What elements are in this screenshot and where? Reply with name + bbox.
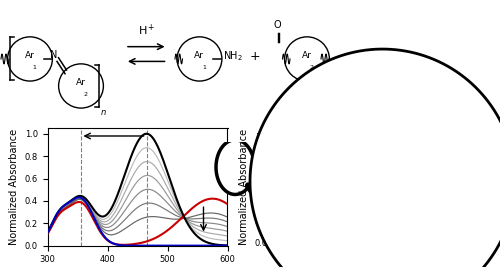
Text: Ar: Ar	[76, 78, 86, 87]
Text: Ar: Ar	[194, 51, 204, 60]
Text: n: n	[101, 108, 106, 117]
Text: 1: 1	[202, 65, 206, 70]
Polygon shape	[216, 140, 254, 194]
Text: 2: 2	[310, 65, 314, 70]
Text: Ar: Ar	[302, 51, 312, 60]
Polygon shape	[250, 49, 500, 267]
Text: NH$_2$: NH$_2$	[222, 50, 242, 63]
Text: N: N	[50, 50, 57, 60]
Text: 1: 1	[32, 65, 36, 70]
Y-axis label: Normalized Absorbance: Normalized Absorbance	[9, 129, 19, 245]
Y-axis label: Normalized Absorbance: Normalized Absorbance	[239, 129, 249, 245]
Text: Ar: Ar	[24, 51, 34, 60]
Text: +: +	[250, 50, 260, 63]
Text: 2: 2	[84, 92, 87, 97]
Text: H$^+$: H$^+$	[138, 23, 156, 38]
Text: O: O	[274, 19, 281, 30]
Text: Acid
Strength: Acid Strength	[354, 162, 393, 181]
